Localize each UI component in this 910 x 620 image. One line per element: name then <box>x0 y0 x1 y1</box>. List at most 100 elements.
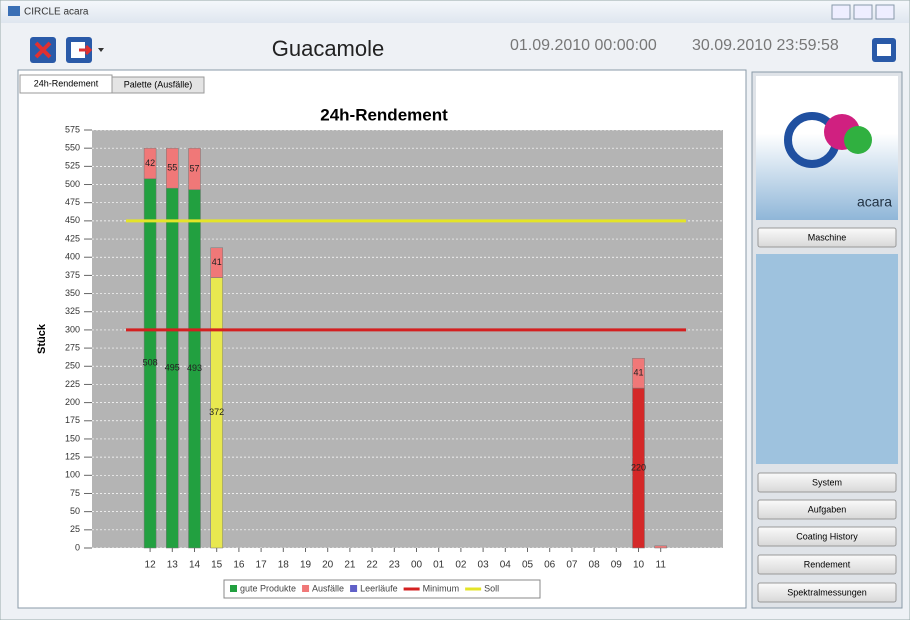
x-tick-label: 12 <box>145 560 157 571</box>
logo-dot <box>844 126 872 154</box>
y-tick-label: 525 <box>65 161 80 171</box>
sidebar-button[interactable] <box>757 554 897 575</box>
toolbar-title: Guacamole <box>272 36 385 61</box>
bar-segment <box>166 147 179 189</box>
bar-segment <box>654 545 667 549</box>
sidebar-button-label: Rendement <box>804 559 851 569</box>
y-tick-label: 400 <box>65 252 80 262</box>
x-tick-label: 02 <box>455 560 467 571</box>
y-tick-label: 250 <box>65 361 80 371</box>
y-tick-label: 550 <box>65 143 80 153</box>
y-tick-label: 50 <box>70 506 80 516</box>
x-tick-label: 19 <box>300 560 312 571</box>
x-tick-label: 17 <box>256 560 268 571</box>
sidebar-button[interactable] <box>757 526 897 547</box>
legend-label: Minimum <box>423 583 460 593</box>
y-tick-label: 150 <box>65 433 80 443</box>
y-tick-label: 0 <box>75 542 80 552</box>
y-tick-label: 275 <box>65 342 80 352</box>
x-tick-label: 23 <box>389 560 401 571</box>
y-tick-label: 225 <box>65 379 80 389</box>
y-tick-label: 100 <box>65 470 80 480</box>
logo-panel <box>756 76 898 220</box>
sidebar-button-label: Aufgaben <box>808 504 847 514</box>
end-date: 30.09.2010 23:59:58 <box>692 37 839 54</box>
data-label: 41 <box>212 257 222 267</box>
y-tick-label: 125 <box>65 452 80 462</box>
logo-text: acara <box>857 194 892 210</box>
x-tick-label: 14 <box>189 560 201 571</box>
app-icon <box>8 6 20 16</box>
data-label: 220 <box>631 462 646 472</box>
y-tick-label: 175 <box>65 415 80 425</box>
info-panel <box>756 254 898 464</box>
y-tick-label: 450 <box>65 215 80 225</box>
x-tick-label: 05 <box>522 560 534 571</box>
x-tick-label: 06 <box>544 560 556 571</box>
y-tick-label: 375 <box>65 270 80 280</box>
y-tick-label: 25 <box>70 524 80 534</box>
x-tick-label: 22 <box>367 560 379 571</box>
bar-segment <box>210 247 223 278</box>
maximize-button[interactable] <box>853 4 873 20</box>
y-tick-label: 475 <box>65 197 80 207</box>
bar-segment <box>632 358 645 389</box>
x-tick-label: 13 <box>167 560 179 571</box>
x-tick-label: 15 <box>211 560 223 571</box>
sidebar-button-label: System <box>812 477 842 487</box>
tab[interactable] <box>111 76 205 94</box>
y-tick-label: 575 <box>65 124 80 134</box>
calendar-icon <box>877 44 891 56</box>
legend-label: Soll <box>484 583 499 593</box>
data-label: 372 <box>209 407 224 417</box>
x-tick-label: 21 <box>344 560 356 571</box>
start-date: 01.09.2010 00:00:00 <box>510 37 657 54</box>
sidebar-button[interactable] <box>757 472 897 493</box>
x-tick-label: 11 <box>656 560 667 571</box>
export-page <box>71 42 85 58</box>
legend-swatch <box>302 585 310 592</box>
y-tick-label: 300 <box>65 324 80 334</box>
tab-label: Palette (Ausfälle) <box>124 79 193 89</box>
data-label: 41 <box>633 368 643 378</box>
sidebar-button-label: Spektralmessungen <box>787 587 867 597</box>
plot-area <box>92 130 723 548</box>
x-tick-label: 00 <box>411 560 423 571</box>
data-label: 57 <box>189 163 199 173</box>
x-tick-label: 04 <box>500 560 512 571</box>
window-title: CIRCLE acara <box>24 7 89 18</box>
title-bar <box>1 1 909 23</box>
export-arrow <box>79 44 93 56</box>
y-tick-label: 325 <box>65 306 80 316</box>
legend-swatch <box>350 585 358 592</box>
sidebar-button[interactable] <box>757 582 897 603</box>
minimize-button[interactable] <box>831 4 851 20</box>
dropdown-arrow[interactable] <box>98 48 104 52</box>
x-tick-label: 16 <box>233 560 245 571</box>
close-x <box>34 41 52 59</box>
sidebar-button-label: Maschine <box>808 232 847 242</box>
chart-title: 24h-Rendement <box>320 105 448 124</box>
x-tick-label: 03 <box>478 560 490 571</box>
data-label: 508 <box>143 358 158 368</box>
y-axis-label: Stück <box>36 323 48 354</box>
close-button[interactable] <box>875 4 895 20</box>
x-tick-label: 01 <box>433 560 445 571</box>
y-tick-label: 75 <box>70 488 80 498</box>
data-label: 42 <box>145 158 155 168</box>
x-tick-label: 18 <box>278 560 290 571</box>
data-label: 493 <box>187 363 202 373</box>
x-tick-label: 09 <box>611 560 623 571</box>
data-label: 55 <box>167 163 177 173</box>
legend <box>223 579 541 599</box>
legend-swatch <box>230 585 237 592</box>
y-tick-label: 500 <box>65 179 80 189</box>
bar-segment <box>188 147 201 190</box>
sidebar-button-label: Coating History <box>796 531 858 541</box>
x-tick-label: 07 <box>566 560 578 571</box>
legend-label: Ausfälle <box>312 583 344 593</box>
x-tick-label: 20 <box>322 560 334 571</box>
sidebar-button[interactable] <box>757 499 897 520</box>
sidebar-button[interactable] <box>757 227 897 248</box>
